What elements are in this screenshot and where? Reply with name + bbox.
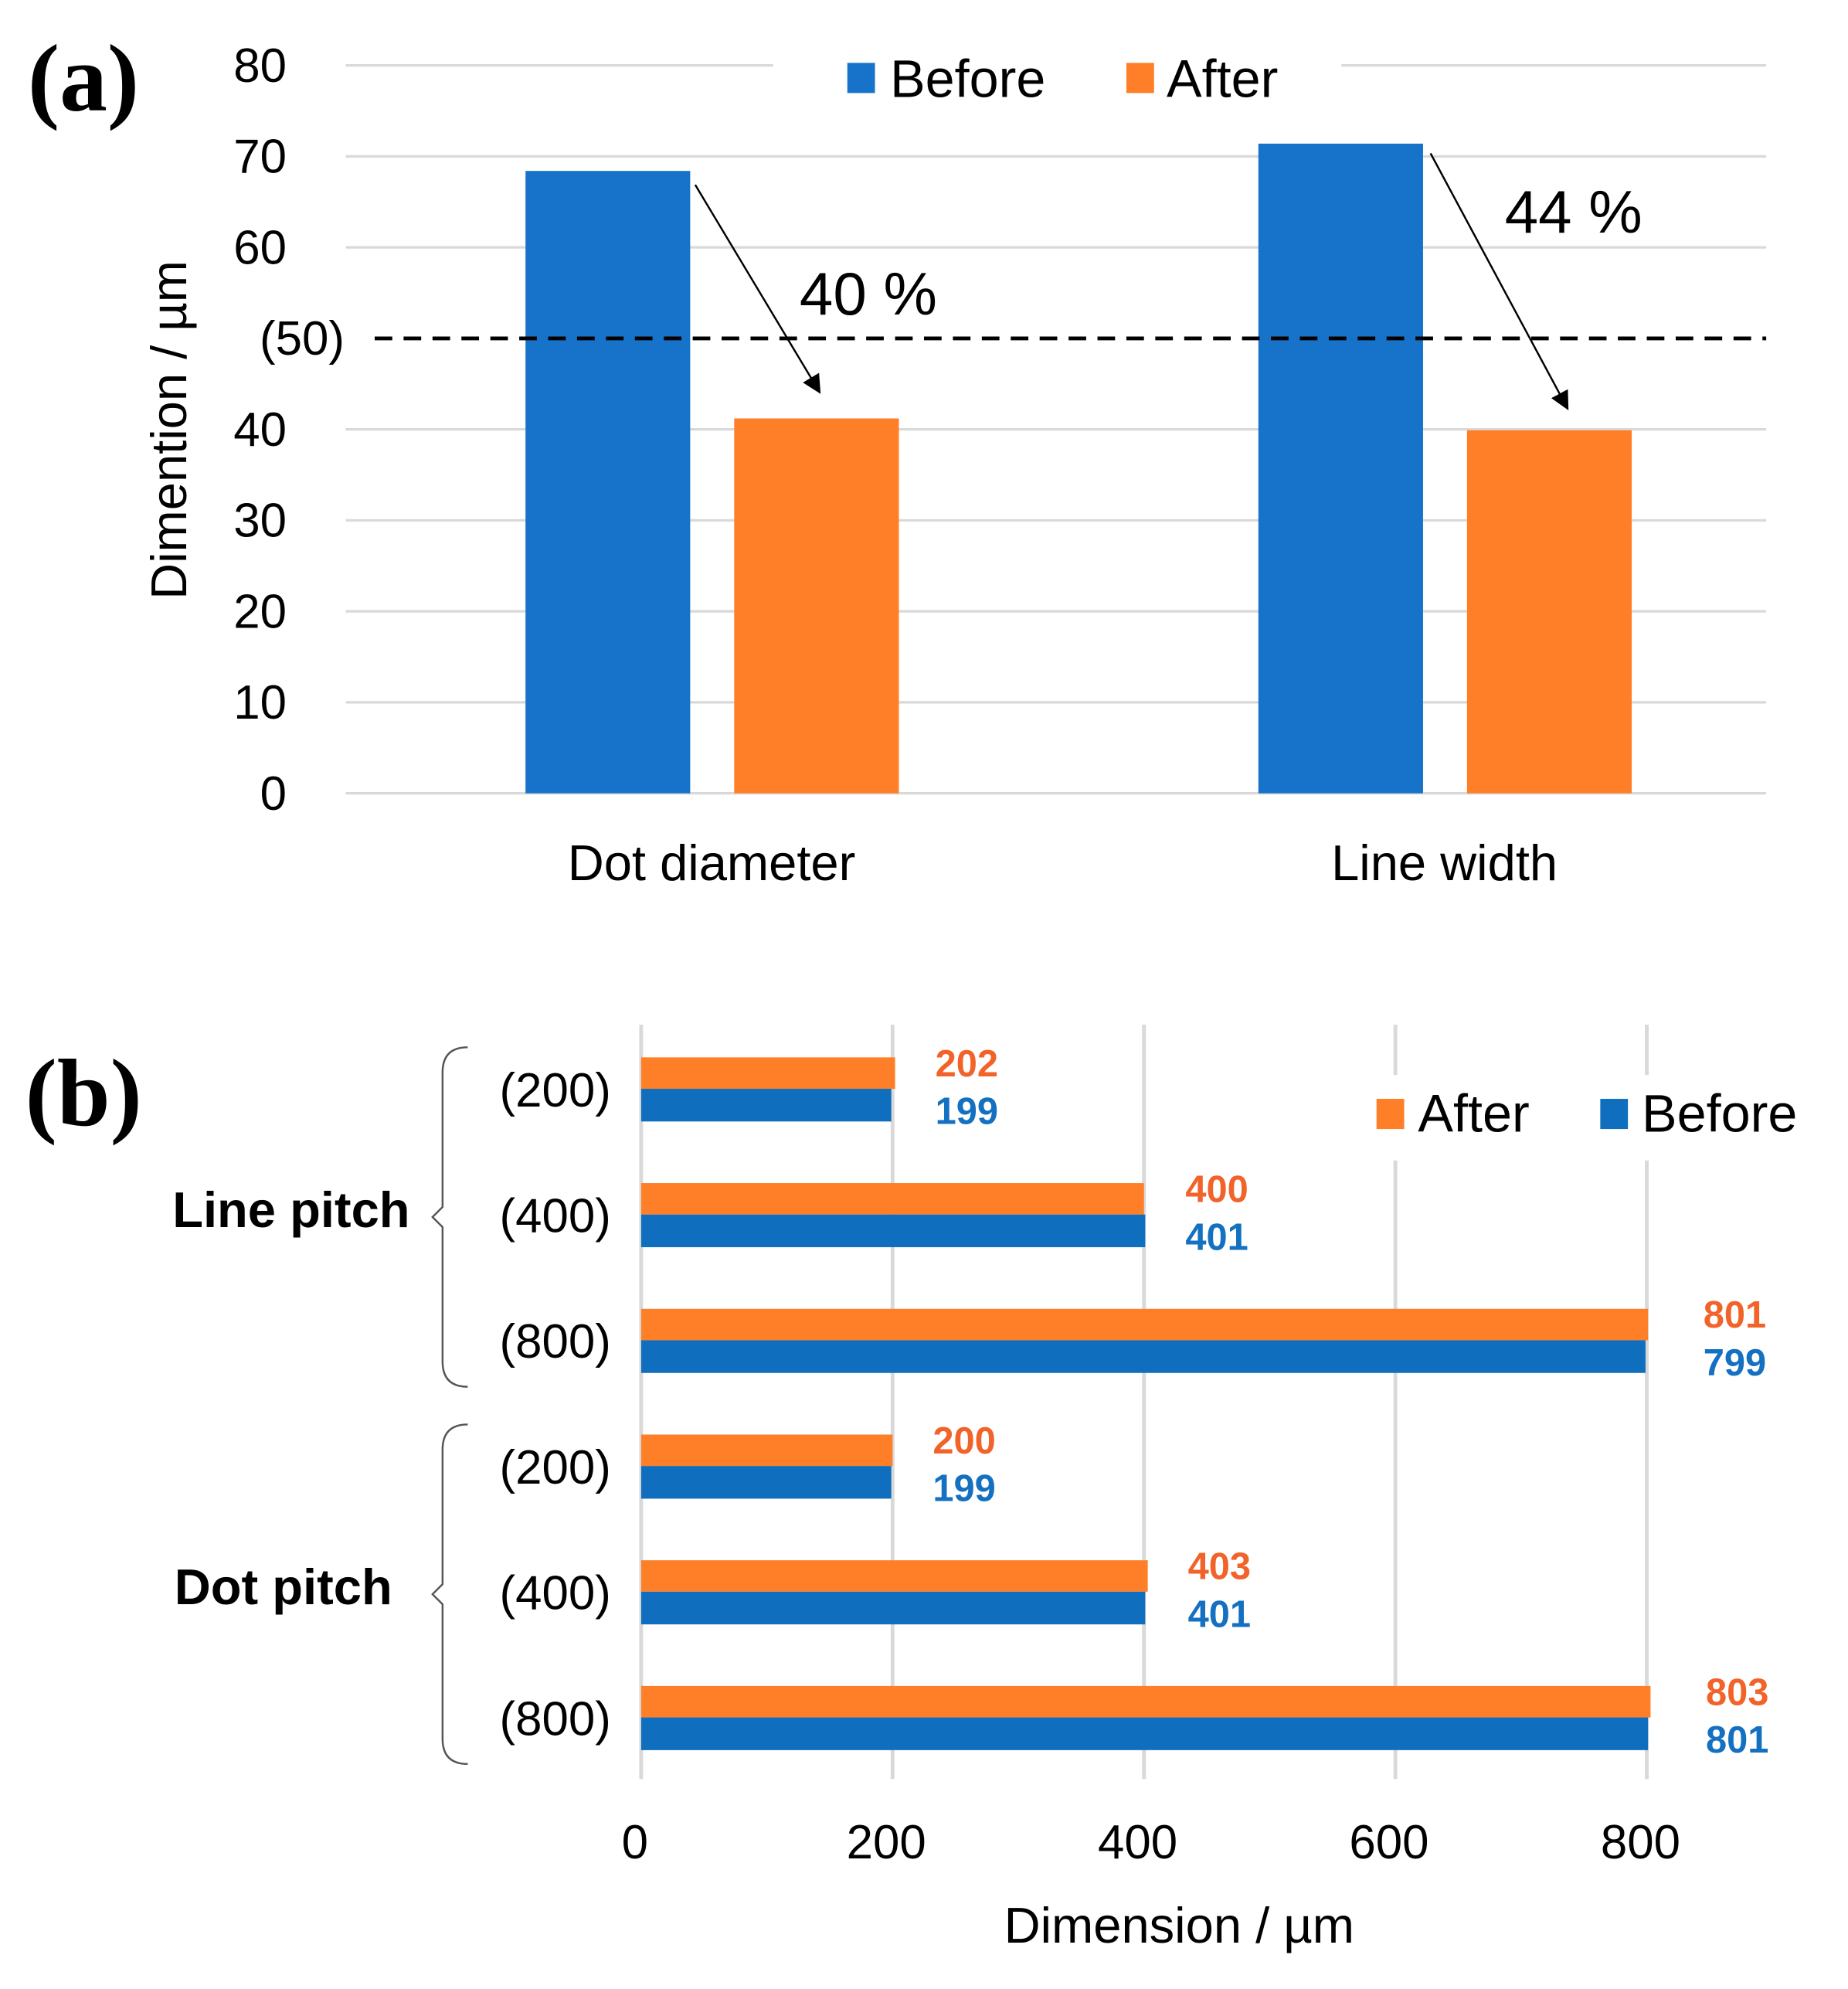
legend-swatch-before [1600, 1099, 1629, 1130]
data-label-before: 799 [1704, 1342, 1766, 1384]
bar-after [640, 1183, 1144, 1215]
bar-after [640, 1434, 893, 1467]
annotation: 40 % [800, 260, 937, 328]
legend-label-before: Before [890, 49, 1045, 108]
data-label-after: 403 [1188, 1546, 1251, 1588]
y-tick-label: 80 [233, 39, 287, 93]
bar-before [640, 1214, 1146, 1248]
x-tick-label: 0 [622, 1816, 648, 1869]
bar-before [640, 1340, 1646, 1373]
bar-before [1258, 143, 1423, 794]
annotation: 44 % [1505, 178, 1642, 246]
category-label: (400) [500, 1567, 611, 1620]
data-label-after: 803 [1706, 1671, 1768, 1713]
x-tick-label: 200 [847, 1816, 926, 1869]
legend-bg [1364, 1075, 1829, 1161]
category-label: (200) [500, 1441, 611, 1494]
data-label-before: 199 [932, 1468, 995, 1510]
data-label-after: 801 [1704, 1294, 1766, 1336]
panel-b-label: (b) [25, 1040, 142, 1146]
y-tick-label: 30 [233, 495, 287, 548]
bar-before [525, 171, 691, 794]
data-label-before: 801 [1706, 1719, 1768, 1761]
bar-before [640, 1591, 1146, 1625]
group-label: Line pitch [172, 1182, 409, 1238]
bar-after [734, 418, 899, 794]
bar-after [640, 1685, 1651, 1718]
panel-a: (a) Dimention / µm 0 10 20 30 40 (50) 60 70 80 D… [28, 26, 1767, 891]
bar-before [640, 1717, 1649, 1750]
group-label: Dot pitch [175, 1559, 392, 1615]
x-tick-label: Dot diameter [568, 835, 856, 891]
legend-swatch-before [847, 63, 875, 94]
y-tick-label: 0 [260, 767, 287, 821]
legend-swatch-after [1126, 63, 1154, 94]
data-label-before: 401 [1188, 1593, 1251, 1635]
legend-label-after: After [1418, 1084, 1529, 1143]
data-label-after: 202 [936, 1043, 998, 1085]
x-tick-label: 400 [1098, 1816, 1177, 1869]
data-label-before: 401 [1185, 1216, 1248, 1258]
legend-swatch-after [1376, 1099, 1405, 1130]
bar-after [640, 1560, 1148, 1592]
category-label: (800) [500, 1692, 611, 1746]
y-tick-label: 20 [233, 585, 287, 638]
y-tick-label: (50) [260, 312, 345, 366]
bar-after [640, 1057, 895, 1090]
x-axis-label: Dimension / µm [1004, 1897, 1354, 1953]
arrow-icon [1429, 152, 1569, 410]
bar-before [640, 1089, 892, 1122]
data-label-after: 400 [1185, 1168, 1248, 1210]
group-brace [431, 1423, 468, 1765]
x-tick-label: 600 [1349, 1816, 1428, 1869]
x-tick-label: Line width [1331, 835, 1558, 891]
category-label: (400) [500, 1190, 611, 1243]
bar-before [640, 1466, 892, 1499]
panel-a-label: (a) [28, 26, 139, 131]
data-label-before: 199 [936, 1091, 998, 1133]
arrow-icon [694, 184, 821, 394]
category-label: (200) [500, 1064, 611, 1117]
category-label: (800) [500, 1315, 611, 1368]
y-tick-label: 40 [233, 403, 287, 457]
y-tick-label: 10 [233, 676, 287, 729]
y-axis-label: Dimention / µm [141, 260, 197, 600]
bar-after [1466, 430, 1632, 794]
y-tick-label: 60 [233, 221, 287, 274]
data-label-after: 200 [932, 1420, 995, 1462]
legend-label-before: Before [1642, 1084, 1797, 1143]
panel-b: (b) 0 200 400 600 800 (200) 202 199 (400) 400 401… [25, 1025, 1829, 1953]
bar-after [640, 1308, 1649, 1341]
y-tick-label: 70 [233, 131, 287, 184]
legend-label-after: After [1167, 49, 1278, 108]
x-tick-label: 800 [1601, 1816, 1680, 1869]
group-brace [431, 1046, 468, 1388]
